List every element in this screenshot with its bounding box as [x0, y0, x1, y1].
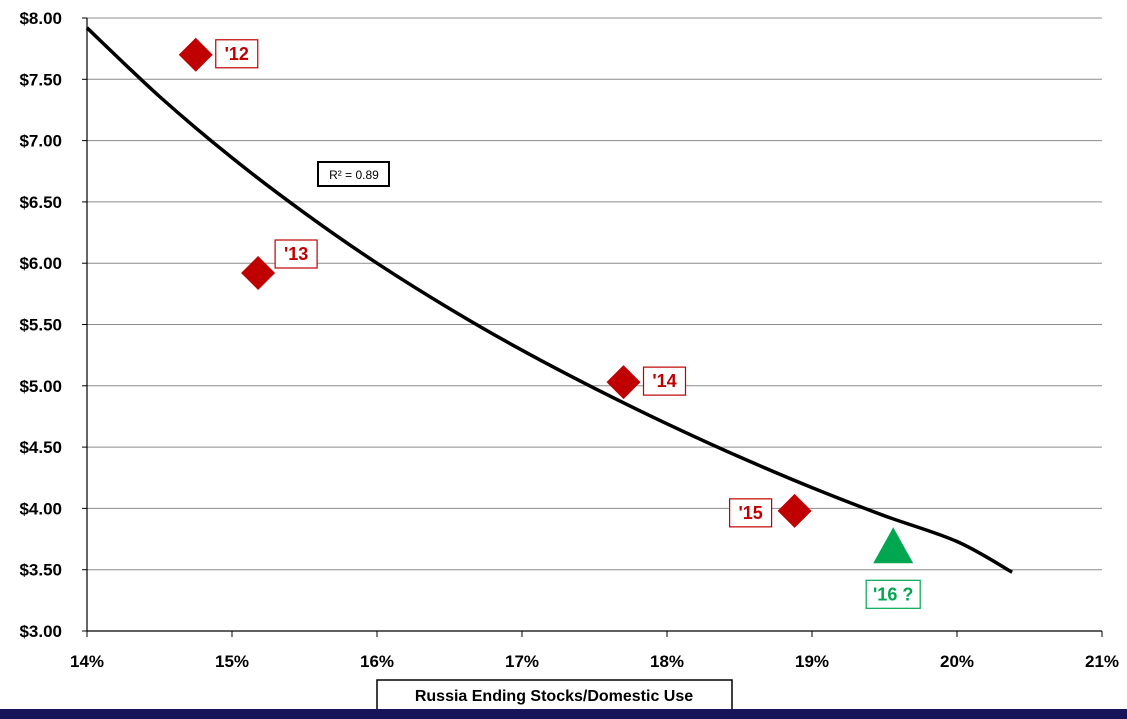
- x-tick-label: 14%: [70, 652, 104, 671]
- forecast-label-text: '16 ?: [873, 584, 913, 604]
- y-tick-label: $5.00: [19, 377, 62, 396]
- trendline-group: [85, 26, 1013, 574]
- y-tick-label: $6.50: [19, 193, 62, 212]
- data-point-diamond: [178, 37, 213, 72]
- axes: [82, 17, 1103, 637]
- y-tick-label: $6.00: [19, 254, 62, 273]
- data-point-diamond: [777, 493, 812, 528]
- data-points: '12 '13 '14 '15 '16 ?: [178, 37, 921, 609]
- x-tick-label: 16%: [360, 652, 394, 671]
- point-label-box: [642, 366, 687, 396]
- y-tick-label: $5.50: [19, 316, 62, 335]
- x-tick-label: 17%: [505, 652, 539, 671]
- y-tick-label: $8.00: [19, 9, 62, 28]
- point-label-text: '14: [652, 371, 676, 391]
- r2-label: R² = 0.89: [329, 168, 379, 182]
- y-tick-label: $3.00: [19, 622, 62, 641]
- point-label-text: '12: [225, 44, 249, 64]
- point-label-box: [215, 39, 259, 69]
- footer-bar: [0, 709, 1127, 719]
- forecast-point-triangle: [873, 527, 914, 564]
- trendline: [85, 26, 1013, 574]
- r2-annotation: R² = 0.89: [317, 161, 390, 187]
- y-tick-labels: $3.00 $3.50 $4.00 $4.50 $5.00 $5.50 $6.00 $6.50…: [19, 9, 62, 641]
- y-tick-label: $3.50: [19, 561, 62, 580]
- x-tick-label: 19%: [795, 652, 829, 671]
- x-tick-label: 20%: [940, 652, 974, 671]
- y-tick-label: $4.50: [19, 438, 62, 457]
- gridlines: [87, 17, 1102, 571]
- x-axis-title-text: Russia Ending Stocks/Domestic Use: [415, 688, 693, 705]
- point-label-box: [728, 498, 773, 528]
- x-axis-title: Russia Ending Stocks/Domestic Use: [376, 679, 733, 709]
- point-label-text: '15: [738, 503, 762, 523]
- point-label-text: '13: [284, 244, 308, 264]
- x-axis-title-box: [376, 679, 733, 709]
- r2-box: [317, 161, 390, 187]
- x-tick-labels: 14% 15% 16% 17% 18% 19% 20% 21%: [70, 652, 1119, 671]
- forecast-label-box: [865, 579, 921, 609]
- x-tick-label: 15%: [215, 652, 249, 671]
- y-tick-label: $7.00: [19, 132, 62, 151]
- y-tick-label: $4.00: [19, 499, 62, 518]
- x-tick-label: 21%: [1085, 652, 1119, 671]
- data-point-diamond: [606, 365, 641, 400]
- y-tick-label: $7.50: [19, 70, 62, 89]
- data-point-diamond: [241, 256, 276, 291]
- point-label-box: [274, 239, 318, 269]
- x-tick-label: 18%: [650, 652, 684, 671]
